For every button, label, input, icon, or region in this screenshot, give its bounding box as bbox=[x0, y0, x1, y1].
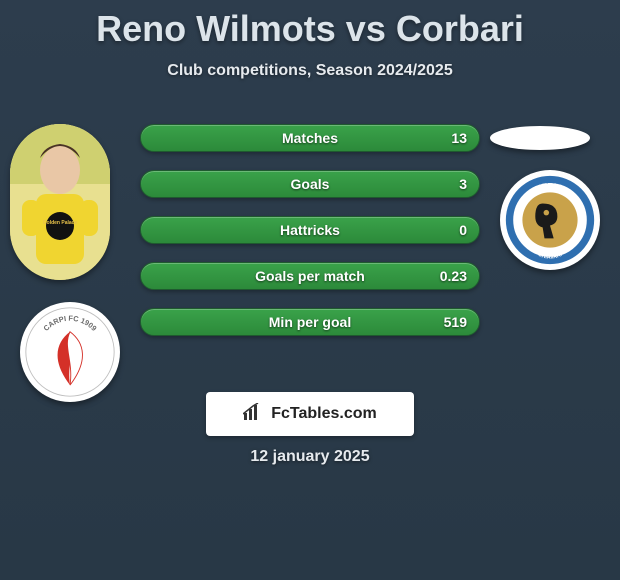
stat-row-goals-per-match: Goals per match 0.23 bbox=[140, 262, 480, 290]
stat-label: Goals per match bbox=[255, 268, 365, 284]
stat-row-hattricks: Hattricks 0 bbox=[140, 216, 480, 244]
entella-crest-icon: ENTELLA CHIAVARI bbox=[504, 174, 596, 266]
stat-row-min-per-goal: Min per goal 519 bbox=[140, 308, 480, 336]
branding-text: FcTables.com bbox=[271, 405, 377, 423]
stat-label: Goals bbox=[291, 176, 330, 192]
player-left-club-crest: CARPI FC 1909 bbox=[20, 302, 120, 402]
player-left-avatar: Golden Palace bbox=[10, 124, 110, 280]
jersey-sponsor-text: Golden Palace bbox=[43, 220, 78, 226]
player-right-avatar-placeholder bbox=[490, 126, 590, 150]
player-right-club-crest: ENTELLA CHIAVARI bbox=[500, 170, 600, 270]
stat-value-right: 13 bbox=[451, 130, 467, 146]
branding-badge: FcTables.com bbox=[206, 392, 414, 436]
stat-value-right: 519 bbox=[444, 314, 467, 330]
comparison-stats: Matches 13 Goals 3 Hattricks 0 Goals per… bbox=[140, 124, 480, 354]
stat-row-matches: Matches 13 bbox=[140, 124, 480, 152]
stat-label: Matches bbox=[282, 130, 338, 146]
bar-chart-icon bbox=[243, 403, 265, 426]
stat-row-goals: Goals 3 bbox=[140, 170, 480, 198]
generation-date: 12 january 2025 bbox=[0, 448, 620, 466]
stat-label: Hattricks bbox=[280, 222, 340, 238]
page-subtitle: Club competitions, Season 2024/2025 bbox=[0, 62, 620, 80]
stat-value-right: 0.23 bbox=[440, 268, 467, 284]
page-title: Reno Wilmots vs Corbari bbox=[0, 0, 620, 50]
stat-label: Min per goal bbox=[269, 314, 351, 330]
stat-value-right: 3 bbox=[459, 176, 467, 192]
stat-value-right: 0 bbox=[459, 222, 467, 238]
carpi-crest-icon: CARPI FC 1909 bbox=[24, 306, 116, 398]
player-left-illustration: Golden Palace bbox=[10, 124, 110, 280]
